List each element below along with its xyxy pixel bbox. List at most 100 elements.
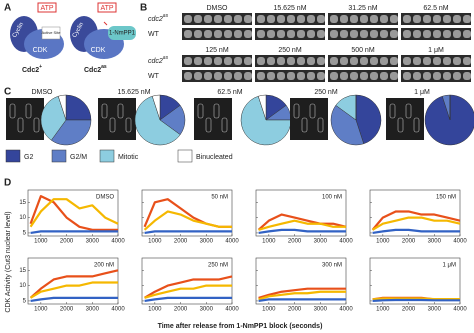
- caption: Cdc2as: [84, 64, 107, 74]
- row-label: cdc2as: [148, 13, 169, 23]
- trace: [372, 298, 460, 303]
- cell: [125, 117, 132, 133]
- colony: [204, 57, 212, 65]
- colony: [307, 30, 315, 38]
- cell: [17, 117, 24, 133]
- colony: [204, 30, 212, 38]
- colony: [453, 72, 461, 80]
- trace: [30, 281, 118, 299]
- x-tick-label: 1000: [148, 307, 162, 313]
- x-tick-label: 4000: [339, 307, 353, 313]
- colony: [413, 57, 421, 65]
- colony: [244, 72, 252, 80]
- colony: [244, 57, 252, 65]
- colony: [317, 57, 325, 65]
- colony: [433, 30, 441, 38]
- colony: [234, 30, 242, 38]
- atp-box: [37, 2, 57, 13]
- micrograph: [290, 98, 328, 140]
- x-tick-label: 1000: [34, 239, 48, 245]
- pie-slice: [40, 95, 67, 141]
- cdk: CDK: [33, 47, 48, 54]
- row-label-name: WT: [148, 31, 160, 38]
- colony: [224, 15, 232, 23]
- colony: [214, 30, 222, 38]
- x-tick-label: 3000: [428, 307, 442, 313]
- caption-name: Cdc2: [22, 67, 39, 74]
- colony: [423, 57, 431, 65]
- row-label-sup: as: [163, 13, 169, 19]
- colony: [453, 15, 461, 23]
- colony: [433, 72, 441, 80]
- colony: [443, 15, 451, 23]
- trace: [29, 198, 119, 228]
- colony: [330, 72, 338, 80]
- y-tick-label: 15: [19, 268, 26, 274]
- colony: [184, 30, 192, 38]
- pie-slice: [257, 94, 267, 121]
- pie-slice: [50, 119, 92, 146]
- colony: [307, 72, 315, 80]
- x-tick-label: 4000: [111, 307, 125, 313]
- concentration: 250 nM: [278, 47, 302, 54]
- pie-slice: [424, 94, 474, 146]
- colony: [453, 30, 461, 38]
- panel-label: D: [4, 178, 11, 189]
- colony: [330, 30, 338, 38]
- pie-label: 250 nM: [314, 89, 338, 96]
- colony: [380, 57, 388, 65]
- colony: [370, 15, 378, 23]
- trace: [29, 195, 118, 231]
- colony: [297, 30, 305, 38]
- trace: [144, 296, 232, 303]
- pie-label: 1 μM: [414, 89, 430, 96]
- y-tick-label: 15: [19, 200, 26, 206]
- colony: [413, 72, 421, 80]
- concentration: DMSO: [207, 5, 229, 12]
- inhibitor-shape: [108, 26, 136, 40]
- x-tick-label: 3000: [428, 239, 442, 245]
- colony: [330, 15, 338, 23]
- x-tick-label: 2000: [60, 307, 74, 313]
- colony: [204, 15, 212, 23]
- colony: [244, 30, 252, 38]
- caption-sup: as: [101, 64, 107, 70]
- x-tick-label: 4000: [225, 307, 239, 313]
- colony: [297, 57, 305, 65]
- colony: [277, 72, 285, 80]
- cell: [197, 103, 204, 119]
- colony: [390, 72, 398, 80]
- colony: [350, 72, 358, 80]
- plot-label: 300 nM: [322, 263, 342, 269]
- colony: [370, 72, 378, 80]
- cell: [413, 117, 420, 133]
- pie-slice: [355, 94, 382, 145]
- legend-swatch: [177, 149, 193, 163]
- x-tick-label: 2000: [174, 307, 188, 313]
- y-tick-label: 5: [23, 231, 27, 237]
- x-tick-label: 3000: [200, 307, 214, 313]
- colony: [340, 72, 348, 80]
- trace: [372, 228, 460, 235]
- plot-label: 50 nM: [211, 195, 228, 201]
- colony: [234, 57, 242, 65]
- caption-sup: +: [39, 64, 42, 70]
- x-tick-label: 3000: [314, 239, 328, 245]
- colony: [390, 30, 398, 38]
- colony: [194, 30, 202, 38]
- colony: [390, 15, 398, 23]
- cell: [309, 103, 316, 119]
- concentration: 31.25 nM: [348, 5, 377, 12]
- x-tick-label: 3000: [200, 239, 214, 245]
- x-tick-label: 2000: [174, 239, 188, 245]
- colony: [463, 72, 471, 80]
- colony: [453, 57, 461, 65]
- colony: [224, 30, 232, 38]
- trace: [144, 284, 232, 299]
- cell: [389, 103, 396, 119]
- concentration: 1 μM: [428, 47, 444, 54]
- micrograph: [6, 98, 44, 140]
- colony: [360, 30, 368, 38]
- colony: [234, 72, 242, 80]
- colony: [244, 15, 252, 23]
